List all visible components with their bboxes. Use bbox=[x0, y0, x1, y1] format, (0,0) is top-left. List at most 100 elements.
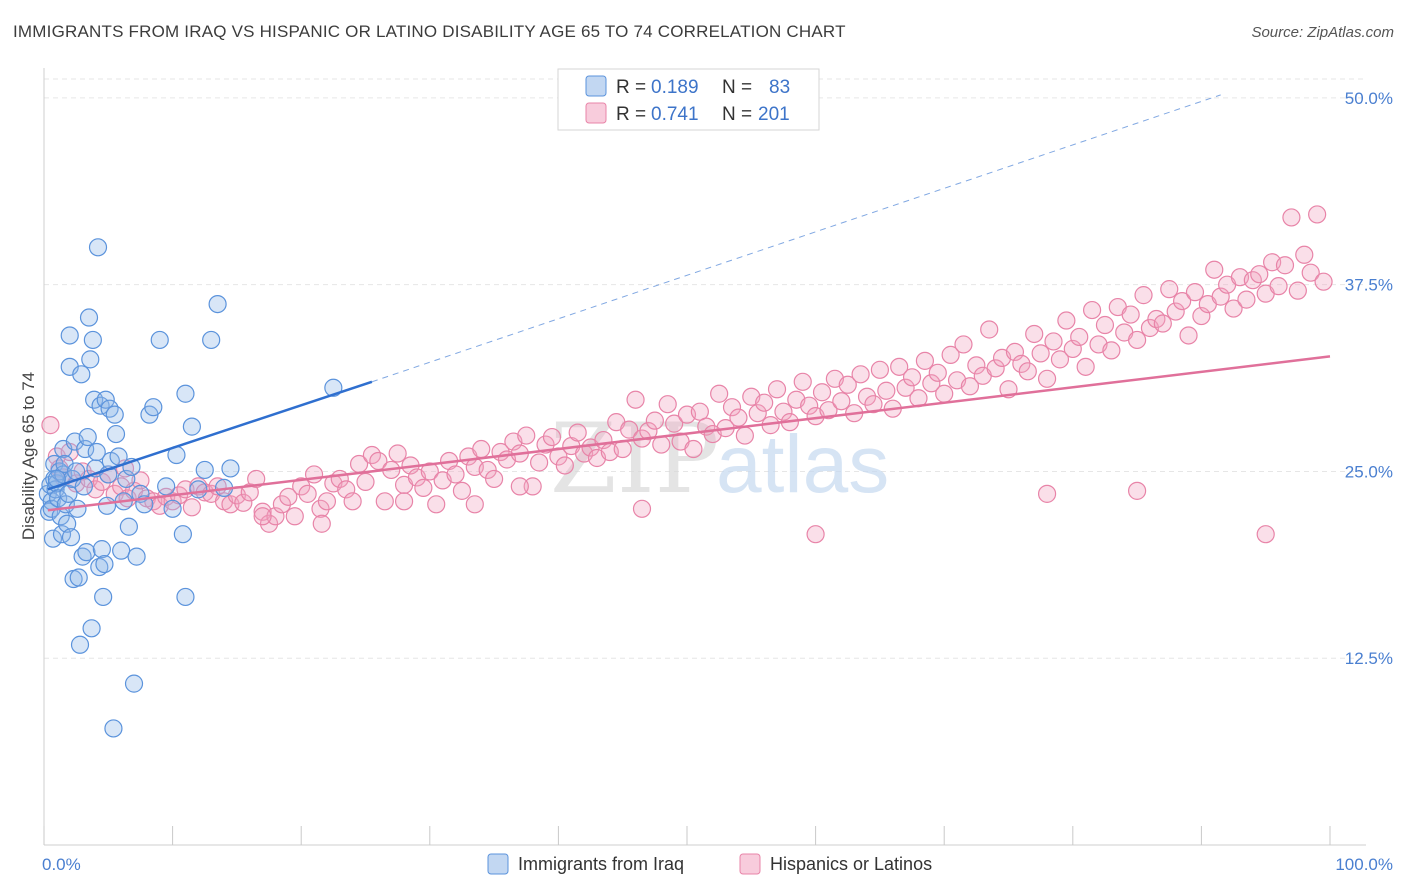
iraq-point-82 bbox=[221, 459, 240, 478]
hispanic-point-202 bbox=[806, 525, 825, 544]
hispanic-point-162 bbox=[1070, 327, 1089, 347]
hispanic-point-136 bbox=[902, 368, 922, 387]
hispanic-point-157 bbox=[1037, 369, 1057, 388]
iraq-point-73 bbox=[173, 525, 192, 544]
iraq-point-22 bbox=[61, 528, 81, 547]
iraq-point-29 bbox=[70, 635, 90, 654]
hispanic-point-207 bbox=[510, 477, 529, 496]
hispanic-point-149 bbox=[986, 359, 1005, 378]
hispanic-point-146 bbox=[967, 356, 986, 375]
iraq-point-68 bbox=[144, 398, 163, 417]
y-tick-labels: 12.5% 25.0% 37.5% 50.0% bbox=[1345, 89, 1393, 668]
y-axis-label: Disability Age 65 to 74 bbox=[19, 372, 38, 540]
hispanic-point-186 bbox=[1224, 299, 1243, 318]
hispanic-point-71 bbox=[485, 469, 504, 489]
hispanic-point-148 bbox=[980, 320, 999, 339]
iraq-point-50 bbox=[97, 496, 117, 515]
hispanic-point-8 bbox=[86, 480, 105, 499]
hispanic-point-84 bbox=[568, 423, 587, 442]
hispanic-point-199 bbox=[1308, 205, 1327, 224]
hispanic-point-119 bbox=[793, 372, 812, 391]
hispanic-point-125 bbox=[832, 392, 851, 411]
hispanic-point-193 bbox=[1269, 277, 1288, 296]
hispanic-point-16 bbox=[131, 471, 150, 490]
hispanic-point-0 bbox=[41, 416, 60, 435]
x-tick-max: 100.0% bbox=[1335, 855, 1393, 874]
watermark-atlas: atlas bbox=[716, 419, 889, 510]
iraq-point-63 bbox=[124, 674, 144, 693]
iraq-point-75 bbox=[182, 417, 201, 436]
iraq-point-80 bbox=[208, 294, 227, 314]
hispanic-point-142 bbox=[941, 345, 960, 364]
hispanic-point-41 bbox=[292, 477, 311, 496]
iraq-point-55 bbox=[105, 405, 124, 424]
x-tick-min: 0.0% bbox=[42, 855, 81, 874]
iraq-point-52 bbox=[100, 399, 119, 418]
hispanic-point-34 bbox=[247, 469, 266, 489]
hispanic-point-194 bbox=[1275, 256, 1295, 275]
iraq-point-33 bbox=[76, 439, 95, 459]
iraq-point-36 bbox=[79, 308, 99, 327]
iraq-point-44 bbox=[90, 557, 109, 577]
hispanic-point-134 bbox=[890, 357, 909, 376]
legend-r-label-hispanic: R = bbox=[616, 104, 646, 125]
trend-lines bbox=[47, 94, 1331, 512]
hispanic-point-122 bbox=[812, 383, 832, 402]
bottom-legend-swatch-hispanic bbox=[739, 853, 761, 875]
hispanic-point-32 bbox=[234, 493, 253, 512]
hispanic-point-153 bbox=[1012, 354, 1031, 373]
hispanic-point-62 bbox=[427, 495, 446, 514]
hispanic-point-39 bbox=[279, 487, 298, 506]
iraq-point-38 bbox=[82, 619, 101, 638]
iraq-point-1 bbox=[40, 502, 59, 521]
hispanic-point-163 bbox=[1076, 357, 1095, 376]
y-tick-label-3: 50.0% bbox=[1345, 89, 1393, 108]
hispanic-point-106 bbox=[710, 384, 729, 403]
iraq-point-18 bbox=[58, 514, 77, 533]
hispanic-point-60 bbox=[414, 478, 433, 497]
hispanic-point-188 bbox=[1237, 290, 1256, 309]
grid-lines bbox=[44, 78, 1366, 659]
hispanic-point-129 bbox=[857, 387, 877, 406]
legend-n-value-iraq: 83 bbox=[769, 77, 790, 98]
bottom-legend-label-hispanic: Hispanics or Latinos bbox=[770, 854, 932, 874]
hispanic-point-61 bbox=[420, 462, 439, 481]
legend-swatch-hispanic bbox=[585, 102, 607, 124]
iraq-point-49 bbox=[96, 390, 115, 409]
hispanic-point-139 bbox=[922, 374, 941, 393]
hispanic-point-210 bbox=[253, 507, 272, 526]
legend-r-value-hispanic: 0.741 bbox=[651, 104, 699, 125]
bottom-legend-label-iraq: Immigrants from Iraq bbox=[518, 854, 684, 874]
hispanic-point-140 bbox=[928, 363, 947, 382]
hispanic-point-155 bbox=[1025, 324, 1044, 344]
hispanic-point-171 bbox=[1127, 330, 1147, 350]
hispanic-point-99 bbox=[665, 414, 684, 433]
iraq-point-77 bbox=[189, 480, 208, 499]
iraq-point-76 bbox=[176, 384, 195, 403]
hispanic-point-160 bbox=[1057, 311, 1076, 330]
hispanic-point-132 bbox=[877, 381, 896, 400]
legend-n-label-iraq: N = bbox=[722, 77, 752, 98]
hispanic-point-172 bbox=[1134, 286, 1153, 305]
hispanic-point-51 bbox=[356, 472, 375, 492]
iraq-point-47 bbox=[94, 587, 113, 607]
chart-title: IMMIGRANTS FROM IRAQ VS HISPANIC OR LATI… bbox=[13, 22, 846, 41]
iraq-point-28 bbox=[69, 568, 88, 587]
hispanic-point-126 bbox=[838, 375, 857, 394]
hispanic-point-36 bbox=[259, 514, 279, 533]
hispanic-point-82 bbox=[555, 456, 574, 475]
hispanic-point-98 bbox=[658, 395, 677, 414]
hispanic-point-177 bbox=[1166, 302, 1185, 321]
hispanic-point-183 bbox=[1205, 260, 1224, 279]
hispanic-point-45 bbox=[317, 492, 337, 511]
iraq-point-48 bbox=[95, 554, 114, 574]
hispanic-point-69 bbox=[472, 439, 491, 459]
hispanic-point-154 bbox=[1018, 362, 1037, 381]
iraq-point-60 bbox=[117, 469, 136, 489]
hispanic-point-80 bbox=[542, 427, 562, 447]
y-tick-label-1: 25.0% bbox=[1345, 462, 1393, 481]
iraq-point-39 bbox=[83, 330, 102, 350]
hispanic-point-166 bbox=[1095, 315, 1115, 335]
hispanic-point-116 bbox=[774, 402, 793, 421]
iraq-point-30 bbox=[72, 365, 91, 384]
